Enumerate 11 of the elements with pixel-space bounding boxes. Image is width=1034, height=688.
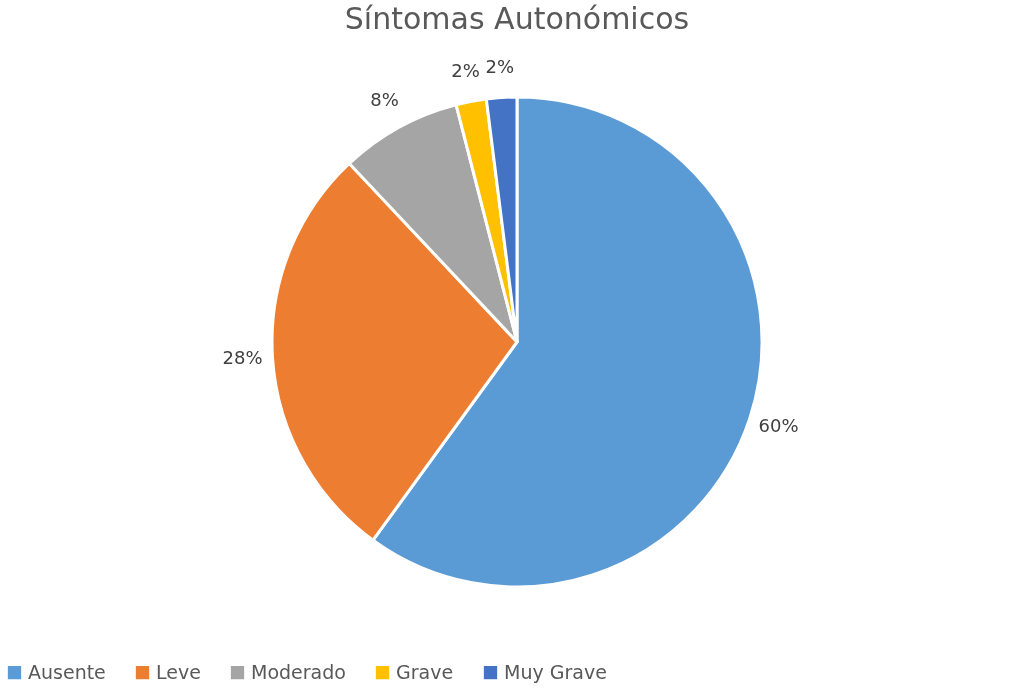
chart-title: Síntomas Autonómicos <box>344 1 690 36</box>
legend-label: Leve <box>156 660 201 683</box>
data-label: 2% <box>451 59 480 81</box>
legend-label: Grave <box>396 660 454 683</box>
data-label: 28% <box>222 347 263 369</box>
legend-label: Muy Grave <box>504 660 607 683</box>
data-label: 2% <box>485 55 515 77</box>
data-label: 8% <box>370 89 399 111</box>
data-label: 60% <box>758 414 799 436</box>
legend-label: Ausente <box>28 660 106 683</box>
legend-label: Moderado <box>251 660 346 683</box>
